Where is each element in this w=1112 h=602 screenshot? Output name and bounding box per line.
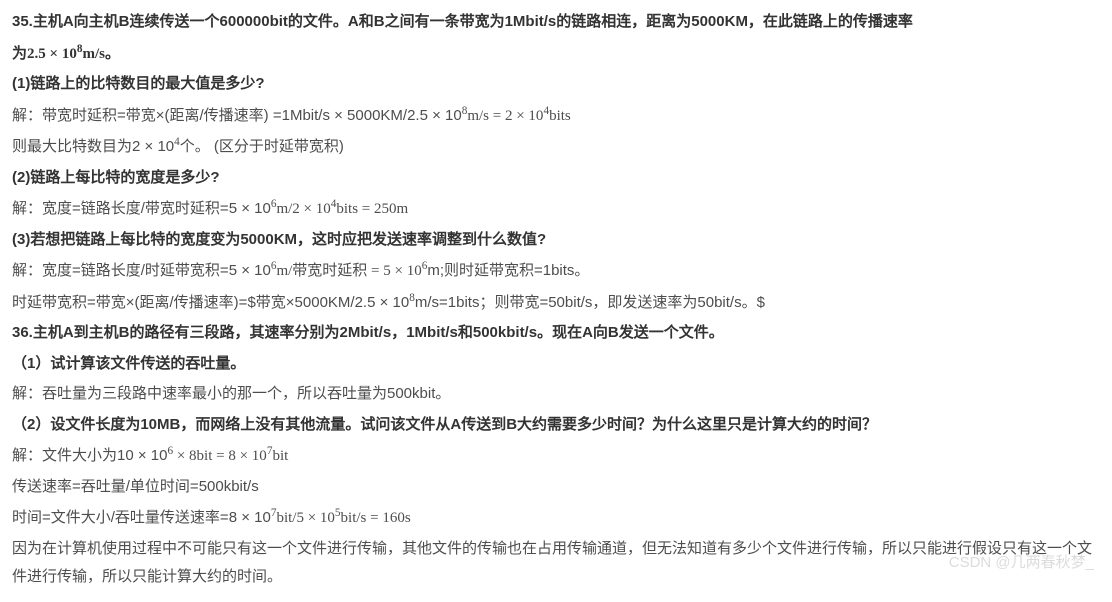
- q35-p3-a1-mid: m/带宽时延积 = 5 × 10: [276, 263, 421, 279]
- q35-title-b-suffix: m/s。: [82, 46, 120, 62]
- q36-p2-a1-suffix: bit: [272, 448, 288, 464]
- q35-p3-a2-prefix: 时延带宽积=带宽×(距离/传播速率)=$带宽×5000KM/2.5 × 10: [12, 294, 409, 311]
- q35-p3-a2: 时延带宽积=带宽×(距离/传播速率)=$带宽×5000KM/2.5 × 108m…: [12, 288, 1100, 318]
- q35-p2-a1-mid: m/2 × 10: [276, 201, 330, 217]
- q36-p2-a3-suffix: bit/s = 160s: [341, 510, 411, 526]
- q35-p1-a2-suffix: 个。 (区分于时延带宽积): [180, 138, 344, 155]
- q35-p1-a1: 解：带宽时延积=带宽×(距离/传播速率) =1Mbit/s × 5000KM/2…: [12, 101, 1100, 131]
- q35-p3-a1-suffix: m;则时延带宽积=1bits。: [427, 262, 589, 279]
- q35-p1-q: (1)链路上的比特数目的最大值是多少?: [12, 70, 1100, 99]
- q36-p2-a3: 时间=文件大小/吞吐量传送速率=8 × 107bit/5 × 105bit/s …: [12, 503, 1100, 533]
- q35-title-a: 35.主机A向主机B连续传送一个600000bit的文件。A和B之间有一条带宽为…: [12, 13, 913, 30]
- q36-title: 36.主机A到主机B的路径有三段路，其速率分别为2Mbit/s，1Mbit/s和…: [12, 319, 1100, 348]
- q35-p2-a1-suffix: bits = 250m: [336, 201, 408, 217]
- q36-p1-a1: 解：吞吐量为三段路中速率最小的那一个，所以吞吐量为500kbit。: [12, 380, 1100, 409]
- q36-p2-a3-prefix: 时间=文件大小/吞吐量传送速率=8 × 10: [12, 509, 271, 526]
- q35-p2-a1-prefix: 解：宽度=链路长度/带宽时延积=5 × 10: [12, 200, 271, 217]
- q35-p3-a1-prefix: 解：宽度=链路长度/时延带宽积=5 × 10: [12, 262, 271, 279]
- q36-p2-a1-mid: × 8bit = 8 × 10: [173, 448, 267, 464]
- q35-title-b-math: 2.5 × 10: [27, 46, 77, 62]
- q35-p2-a1: 解：宽度=链路长度/带宽时延积=5 × 106m/2 × 104bits = 2…: [12, 194, 1100, 224]
- q36-p2-a1-prefix: 解：文件大小为10 × 10: [12, 447, 167, 464]
- q35-p1-a1-prefix: 解：带宽时延积=带宽×(距离/传播速率) =1Mbit/s × 5000KM/2…: [12, 107, 462, 124]
- q35-p3-a1: 解：宽度=链路长度/时延带宽积=5 × 106m/带宽时延积 = 5 × 106…: [12, 256, 1100, 286]
- q36-p1-q: （1）试计算该文件传送的吞吐量。: [12, 350, 1100, 379]
- q36-p2-a4: 因为在计算机使用过程中不可能只有这一个文件进行传输，其他文件的传输也在占用传输通…: [12, 535, 1100, 592]
- q35-p2-q: (2)链路上每比特的宽度是多少?: [12, 164, 1100, 193]
- q36-p2-a3-mid: bit/5 × 10: [276, 510, 334, 526]
- q35-p3-q: (3)若想把链路上每比特的宽度变为5000KM，这时应把发送速率调整到什么数值?: [12, 226, 1100, 255]
- q35-p1-a1-suffix: bits: [549, 108, 571, 124]
- q35-p1-a1-mid: m/s = 2 × 10: [467, 108, 543, 124]
- q36-p2-q: （2）设文件长度为10MB，而网络上没有其他流量。试问该文件从A传送到B大约需要…: [12, 411, 1100, 440]
- q35-title-line1: 35.主机A向主机B连续传送一个600000bit的文件。A和B之间有一条带宽为…: [12, 8, 1100, 37]
- q35-title-b-prefix: 为: [12, 45, 27, 62]
- q35-p1-a2-prefix: 则最大比特数目为2 × 10: [12, 138, 174, 155]
- q35-p1-a2: 则最大比特数目为2 × 104个。 (区分于时延带宽积): [12, 132, 1100, 162]
- q35-title-line2: 为2.5 × 108m/s。: [12, 39, 1100, 69]
- q36-p2-a1: 解：文件大小为10 × 106 × 8bit = 8 × 107bit: [12, 441, 1100, 471]
- q36-p2-a2: 传送速率=吞吐量/单位时间=500kbit/s: [12, 473, 1100, 502]
- q35-p3-a2-suffix: m/s=1bits；则带宽=50bit/s，即发送速率为50bit/s。$: [415, 294, 765, 311]
